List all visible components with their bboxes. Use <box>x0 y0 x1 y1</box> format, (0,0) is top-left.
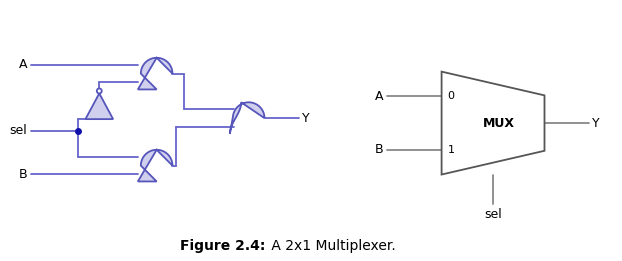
Text: sel: sel <box>484 208 502 221</box>
Text: sel: sel <box>9 124 27 138</box>
Text: A: A <box>19 58 27 71</box>
Text: A 2x1 Multiplexer.: A 2x1 Multiplexer. <box>267 239 396 253</box>
Text: MUX: MUX <box>483 117 515 129</box>
Polygon shape <box>85 93 113 119</box>
Circle shape <box>97 88 102 93</box>
Text: 1: 1 <box>448 145 455 155</box>
PathPatch shape <box>138 58 172 90</box>
PathPatch shape <box>138 150 172 181</box>
Text: A: A <box>374 90 383 103</box>
PathPatch shape <box>230 102 264 134</box>
Text: B: B <box>374 143 383 156</box>
Polygon shape <box>442 72 544 175</box>
Text: Figure 2.4:: Figure 2.4: <box>180 239 266 253</box>
Text: Y: Y <box>592 117 600 129</box>
Text: Y: Y <box>302 112 310 125</box>
Text: 0: 0 <box>448 91 455 101</box>
Text: B: B <box>19 168 27 181</box>
